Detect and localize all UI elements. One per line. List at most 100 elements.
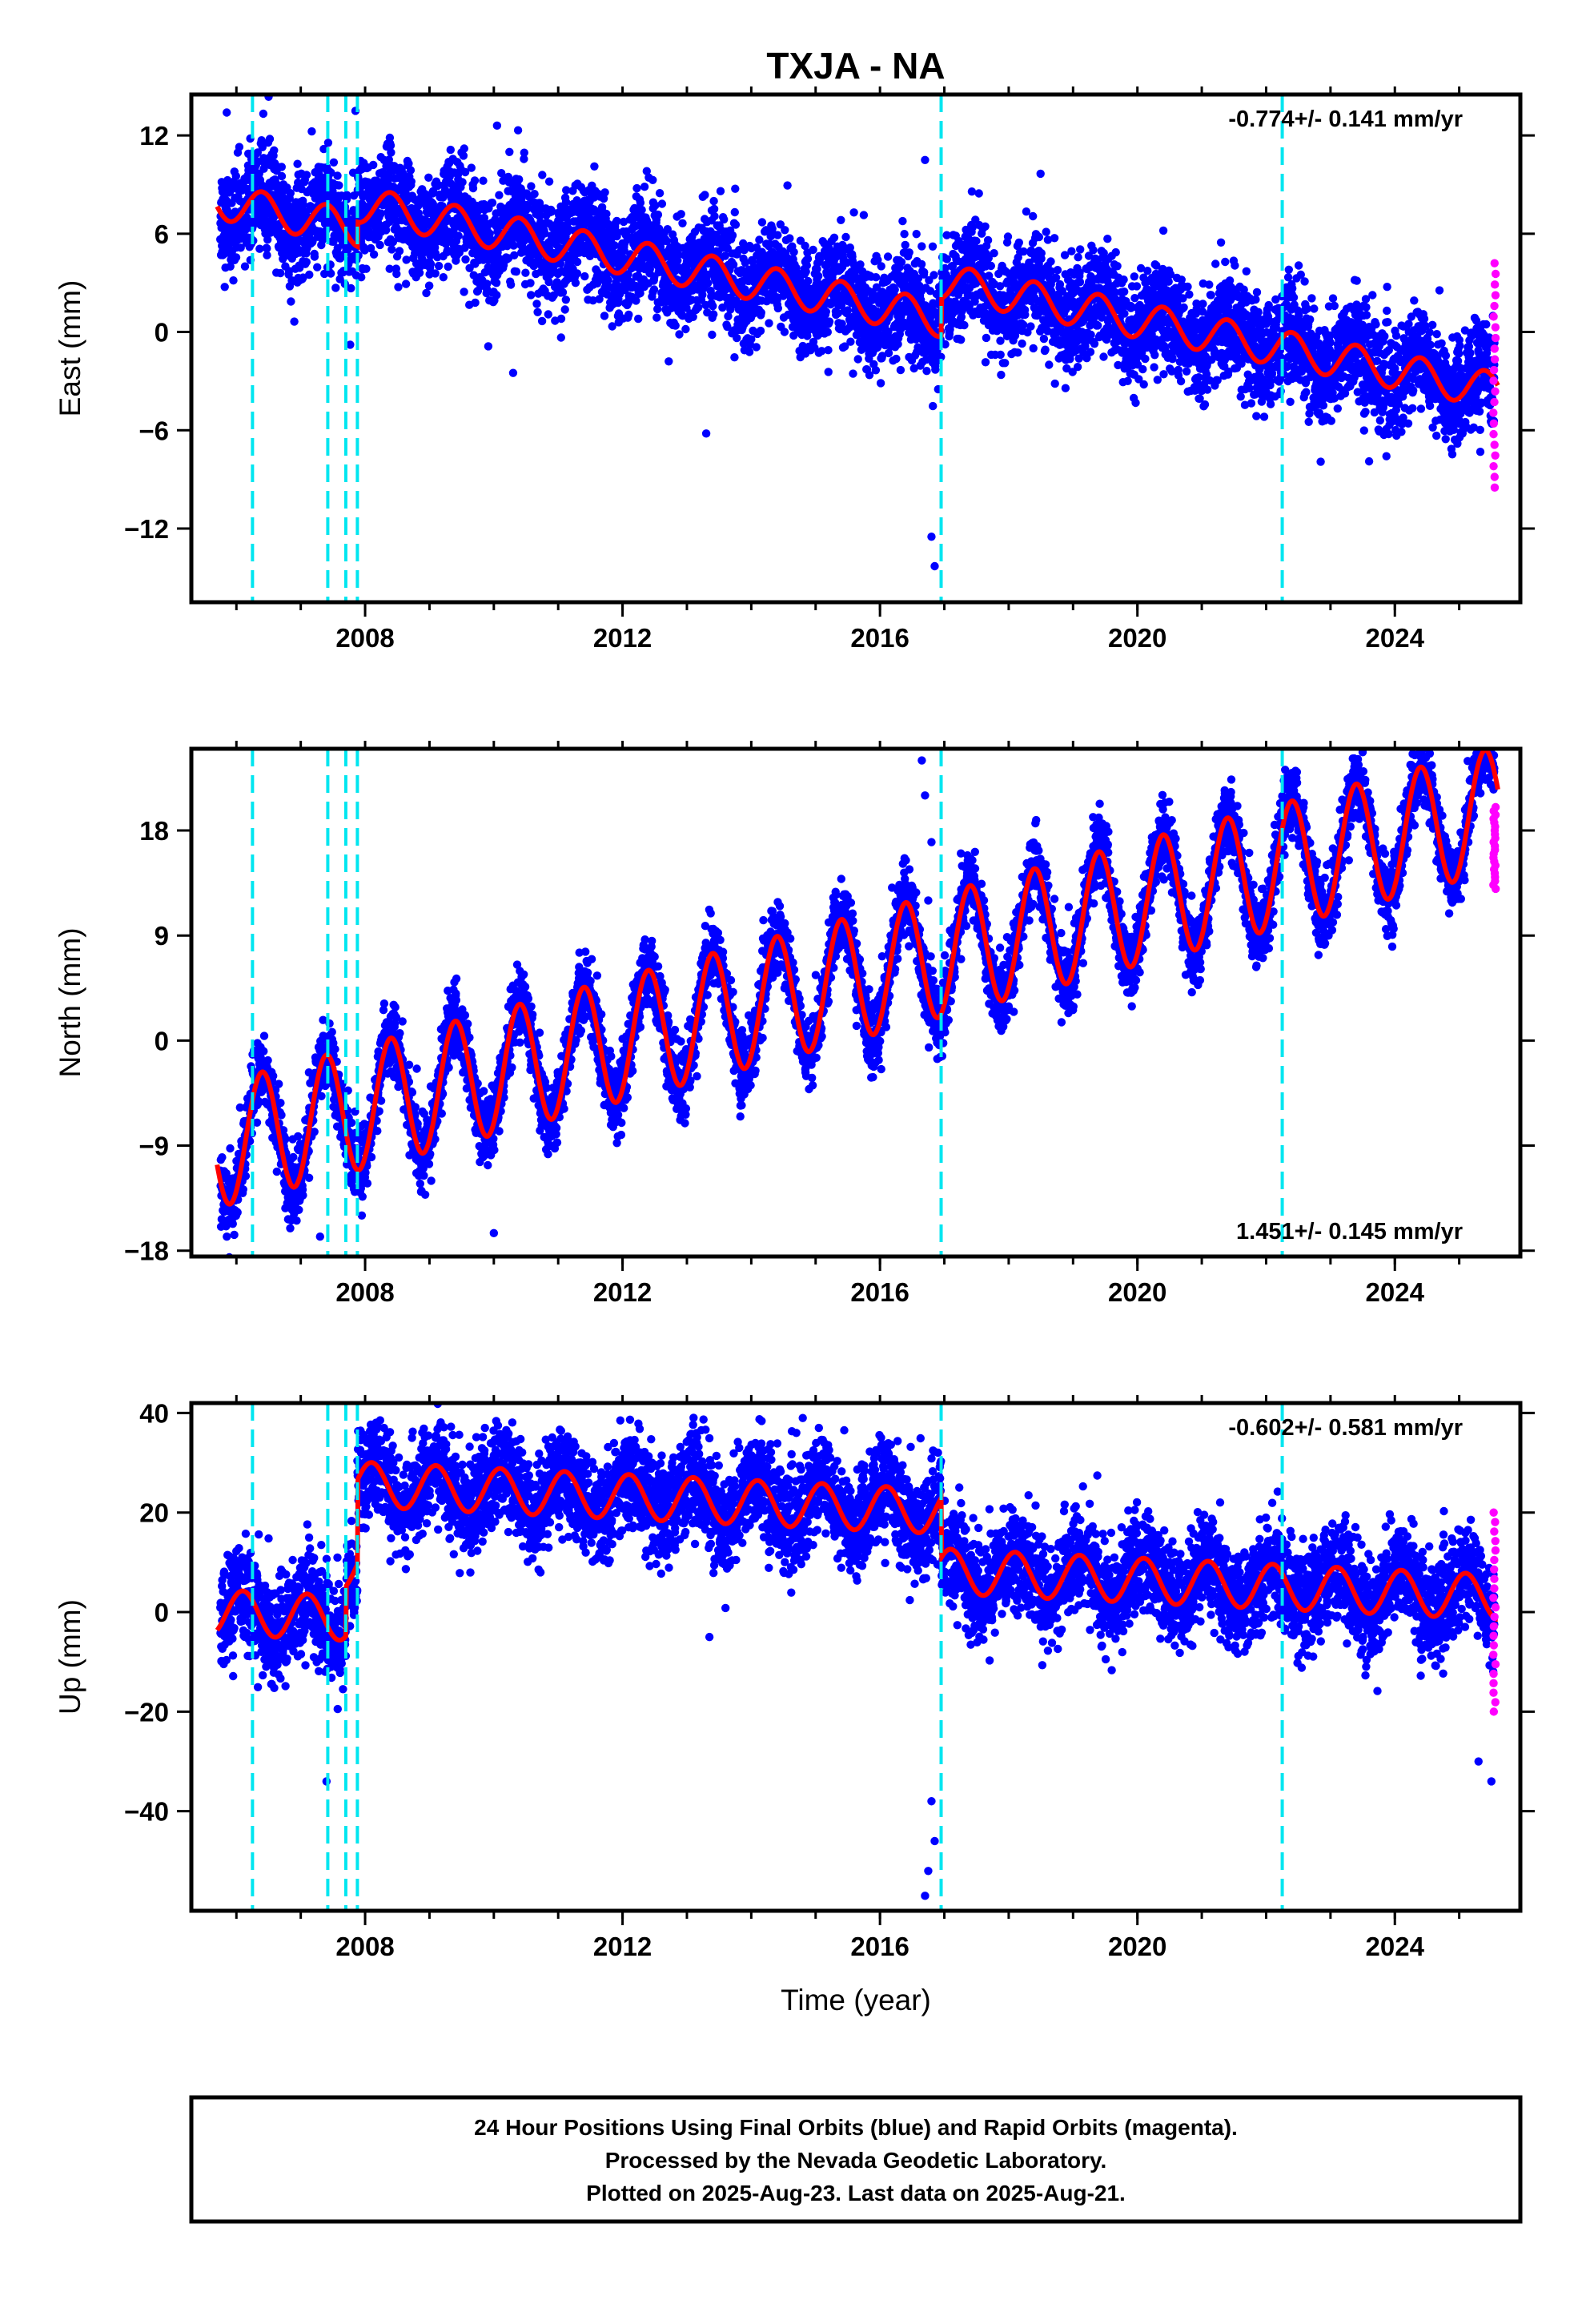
- data-point: [231, 171, 240, 181]
- data-point: [773, 304, 782, 313]
- data-point: [698, 290, 707, 300]
- data-point: [444, 262, 452, 271]
- data-point: [540, 229, 549, 238]
- data-point: [301, 207, 311, 216]
- data-point: [313, 263, 322, 271]
- data-point: [781, 226, 789, 235]
- data-point: [497, 169, 506, 178]
- data-point: [468, 183, 478, 193]
- data-point: [376, 209, 386, 218]
- data-point: [729, 260, 738, 269]
- data-point: [1034, 232, 1044, 242]
- data-point: [974, 189, 983, 198]
- data-point: [1067, 247, 1076, 255]
- data-point: [689, 312, 697, 321]
- plot-area: [215, 94, 1500, 602]
- data-point: [739, 239, 748, 248]
- data-point: [703, 308, 712, 317]
- data-point: [996, 350, 1005, 360]
- data-point: [1018, 339, 1026, 348]
- data-point: [544, 277, 553, 287]
- data-point: [901, 240, 909, 250]
- data-point: [1029, 344, 1038, 353]
- data-point: [849, 369, 857, 378]
- data-point: [1150, 363, 1158, 372]
- data-point: [588, 296, 597, 305]
- data-point: [728, 231, 737, 240]
- data-point: [608, 322, 616, 331]
- data-point: [1141, 354, 1150, 364]
- data-point: [270, 146, 279, 155]
- data-point: [290, 317, 299, 326]
- data-point: [653, 304, 662, 314]
- data-point: [876, 379, 885, 388]
- data-point: [231, 253, 241, 262]
- data-point: [733, 333, 741, 343]
- data-point: [996, 336, 1005, 345]
- data-point: [634, 314, 643, 324]
- data-point: [347, 283, 355, 293]
- data-point: [612, 231, 621, 241]
- data-point: [263, 251, 271, 259]
- data-point: [803, 255, 813, 263]
- data-point: [362, 264, 371, 273]
- data-point: [896, 365, 905, 375]
- data-point: [357, 273, 366, 282]
- data-point: [1021, 310, 1030, 320]
- data-point: [319, 232, 327, 242]
- data-point: [375, 240, 384, 250]
- data-point: [731, 220, 741, 229]
- data-point: [1130, 272, 1139, 281]
- data-point: [803, 332, 812, 340]
- data-point: [651, 201, 660, 210]
- data-point: [1036, 169, 1045, 179]
- data-point: [572, 269, 582, 278]
- data-point: [558, 287, 568, 297]
- data-point: [265, 135, 275, 143]
- data-point: [883, 252, 893, 261]
- data-point: [1075, 278, 1085, 287]
- data-point: [931, 365, 940, 374]
- data-point: [302, 258, 311, 267]
- data-point: [257, 136, 266, 145]
- data-point: [460, 144, 468, 153]
- data-point: [701, 191, 709, 199]
- data-point: [1159, 370, 1168, 379]
- data-point: [642, 167, 651, 175]
- data-point: [527, 182, 536, 191]
- data-point: [741, 258, 749, 267]
- data-point: [632, 296, 640, 305]
- data-point: [843, 306, 853, 315]
- data-point: [277, 163, 286, 171]
- data-point: [401, 279, 411, 288]
- data-point: [590, 162, 599, 171]
- data-point: [773, 231, 782, 239]
- data-point: [315, 170, 323, 179]
- data-point: [900, 230, 909, 239]
- data-point: [572, 257, 582, 267]
- data-point: [509, 241, 518, 250]
- data-point: [488, 199, 497, 207]
- data-point: [287, 297, 295, 306]
- data-point: [1089, 246, 1098, 255]
- data-point: [392, 269, 401, 279]
- data-point: [1046, 257, 1055, 266]
- data-point: [310, 252, 319, 261]
- data-point: [369, 250, 379, 259]
- data-point: [681, 324, 690, 334]
- data-point: [730, 353, 739, 362]
- data-point: [520, 155, 528, 163]
- data-point: [967, 187, 977, 196]
- data-point: [1113, 262, 1122, 271]
- data-point: [1037, 249, 1046, 258]
- data-point: [538, 171, 547, 179]
- data-point: [1041, 345, 1050, 354]
- data-point: [662, 236, 672, 246]
- data-point: [849, 208, 858, 217]
- data-point: [548, 207, 556, 216]
- data-point: [678, 312, 687, 320]
- data-point: [1086, 330, 1095, 340]
- data-point: [241, 225, 251, 234]
- data-point: [387, 245, 396, 254]
- data-point: [235, 143, 244, 151]
